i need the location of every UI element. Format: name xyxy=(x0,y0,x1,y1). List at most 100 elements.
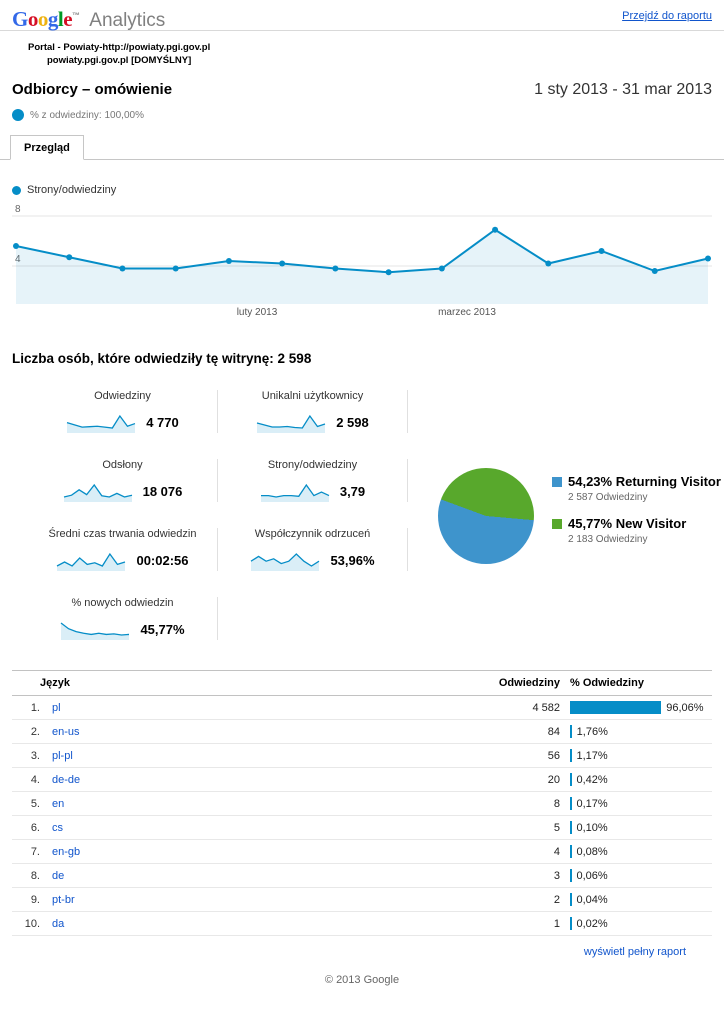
row-percent-cell: 0,04% xyxy=(560,893,712,907)
row-rank: 2. xyxy=(30,725,40,738)
row-percent: 96,06% xyxy=(666,701,704,714)
metric-label: Odwiedziny xyxy=(94,390,151,403)
pie-legend-item: 45,77% New Visitor 2 183 Odwiedziny xyxy=(552,516,721,545)
tab-przeglad[interactable]: Przegląd xyxy=(10,135,84,161)
metric-body: 2 598 xyxy=(232,411,393,434)
language-link[interactable]: en-gb xyxy=(52,845,81,858)
view-full-report-link[interactable]: wyświetl pełny raport xyxy=(583,946,686,959)
language-table-row: 1. pl 4 582 96,06% xyxy=(12,696,712,721)
row-percent-cell: 1,76% xyxy=(560,725,712,739)
row-visits: 56 xyxy=(547,749,560,762)
metric-body: 18 076 xyxy=(42,480,203,503)
logo-letter: e xyxy=(63,7,73,31)
language-link[interactable]: de-de xyxy=(52,773,81,786)
row-percent: 0,08% xyxy=(576,845,608,858)
metrics-grid: Odwiedziny 4 770 Unikalni użytkownicy 2 598… xyxy=(28,390,408,641)
metric-sparkline xyxy=(57,553,126,572)
row-percent: 0,02% xyxy=(576,917,608,930)
row-percent: 1,17% xyxy=(576,749,608,762)
x-axis-labels: luty 2013 marzec 2013 xyxy=(12,307,712,323)
metric-card: Unikalni użytkownicy 2 598 xyxy=(218,390,408,434)
row-percent: 0,10% xyxy=(576,821,608,834)
row-visits: 2 xyxy=(553,893,560,906)
row-percent-cell: 1,17% xyxy=(560,749,712,763)
language-link[interactable]: de xyxy=(52,869,65,882)
x-axis-tick: luty 2013 xyxy=(236,307,278,319)
language-link[interactable]: en-us xyxy=(52,725,80,738)
percent-bar xyxy=(570,845,572,859)
title-row: Odbiorcy – omówienie 1 sty 2013 - 31 mar… xyxy=(0,68,724,99)
series-legend: Strony/odwiedziny xyxy=(12,184,712,196)
legend-visits: 2 587 Odwiedziny xyxy=(568,492,648,504)
language-link[interactable]: pl xyxy=(52,701,61,714)
percent-bar xyxy=(570,821,572,835)
logo-letter: g xyxy=(47,7,59,31)
percent-bar xyxy=(570,893,572,907)
metric-sparkline xyxy=(67,415,136,434)
metric-value: 53,96% xyxy=(330,552,375,568)
language-link[interactable]: cs xyxy=(52,821,63,834)
metric-card: % nowych odwiedzin 45,77% xyxy=(28,597,218,641)
row-percent-cell: 0,06% xyxy=(560,869,712,883)
language-table-header: Język Odwiedziny % Odwiedziny xyxy=(12,670,712,697)
svg-text:4: 4 xyxy=(15,254,21,265)
logo-letter: o xyxy=(27,7,39,31)
col-header-percent: % Odwiedziny xyxy=(570,677,644,690)
row-percent-cell: 0,02% xyxy=(560,917,712,931)
page-title: Odbiorcy – omówienie xyxy=(12,81,173,99)
language-table-body: 1. pl 4 582 96,06% 2. en-us 84 1,76% 3. pl-pl 56 1,… xyxy=(12,696,712,937)
visits-percent-label: % z odwiedziny: 100,00% xyxy=(30,109,144,121)
legend-swatch-icon xyxy=(552,476,562,487)
row-percent: 0,17% xyxy=(576,797,608,810)
visits-percent-legend: % z odwiedziny: 100,00% xyxy=(0,99,724,122)
logo-letter: l xyxy=(57,7,64,31)
legend-head: 45,77% New Visitor xyxy=(552,516,721,531)
go-to-report-link[interactable]: Przejdź do raportu xyxy=(622,10,712,22)
row-rank: 6. xyxy=(30,821,40,834)
google-logo-word: Google xyxy=(12,7,73,31)
metric-value: 3,79 xyxy=(339,483,366,499)
row-percent: 0,42% xyxy=(576,773,608,786)
language-link[interactable]: pl-pl xyxy=(52,749,73,762)
row-rank: 3. xyxy=(30,749,40,762)
footer-copyright: © 2013 Google xyxy=(324,974,400,987)
col-header-visits: Odwiedziny xyxy=(498,677,560,690)
row-rank: 4. xyxy=(30,773,40,786)
percent-bar xyxy=(570,725,572,739)
metric-sparkline xyxy=(257,415,326,434)
language-link[interactable]: pt-br xyxy=(52,893,75,906)
metric-label: Współczynnik odrzuceń xyxy=(254,528,371,541)
visitor-type-pie-chart xyxy=(438,468,534,565)
language-table-row: 4. de-de 20 0,42% xyxy=(12,768,712,793)
row-percent-cell: 0,08% xyxy=(560,845,712,859)
row-percent: 1,76% xyxy=(576,725,608,738)
metric-sparkline xyxy=(61,622,130,641)
row-rank: 5. xyxy=(30,797,40,810)
metric-card: Średni czas trwania odwiedzin 00:02:56 xyxy=(28,528,218,572)
language-link[interactable]: da xyxy=(52,917,65,930)
language-table-row: 9. pt-br 2 0,04% xyxy=(12,888,712,913)
header: Google™ Analytics Przejdź do raportu xyxy=(0,0,724,31)
metric-value: 18 076 xyxy=(142,483,183,499)
pie-legend-item: 54,23% Returning Visitor 2 587 Odwiedziny xyxy=(552,474,721,503)
logo-letter: G xyxy=(12,7,28,31)
metric-sparkline xyxy=(63,484,132,503)
overview-section: Odwiedziny 4 770 Unikalni użytkownicy 2 598… xyxy=(0,366,724,641)
legend-dot-icon xyxy=(12,109,24,122)
legend-label: 45,77% New Visitor xyxy=(568,516,687,532)
row-percent: 0,04% xyxy=(576,893,608,906)
metric-body: 00:02:56 xyxy=(42,549,203,572)
row-rank: 8. xyxy=(30,869,40,882)
row-rank: 9. xyxy=(30,893,40,906)
row-percent-cell: 0,17% xyxy=(560,797,712,811)
series-label: Strony/odwiedziny xyxy=(27,184,117,197)
percent-bar xyxy=(570,749,572,763)
language-link[interactable]: en xyxy=(52,797,65,810)
metric-label: Odsłony xyxy=(102,459,143,472)
metric-body: 4 770 xyxy=(42,411,203,434)
language-table-row: 5. en 8 0,17% xyxy=(12,792,712,817)
metric-label: Unikalni użytkownicy xyxy=(261,390,364,403)
row-percent: 0,06% xyxy=(576,869,608,882)
metric-sparkline xyxy=(251,553,320,572)
